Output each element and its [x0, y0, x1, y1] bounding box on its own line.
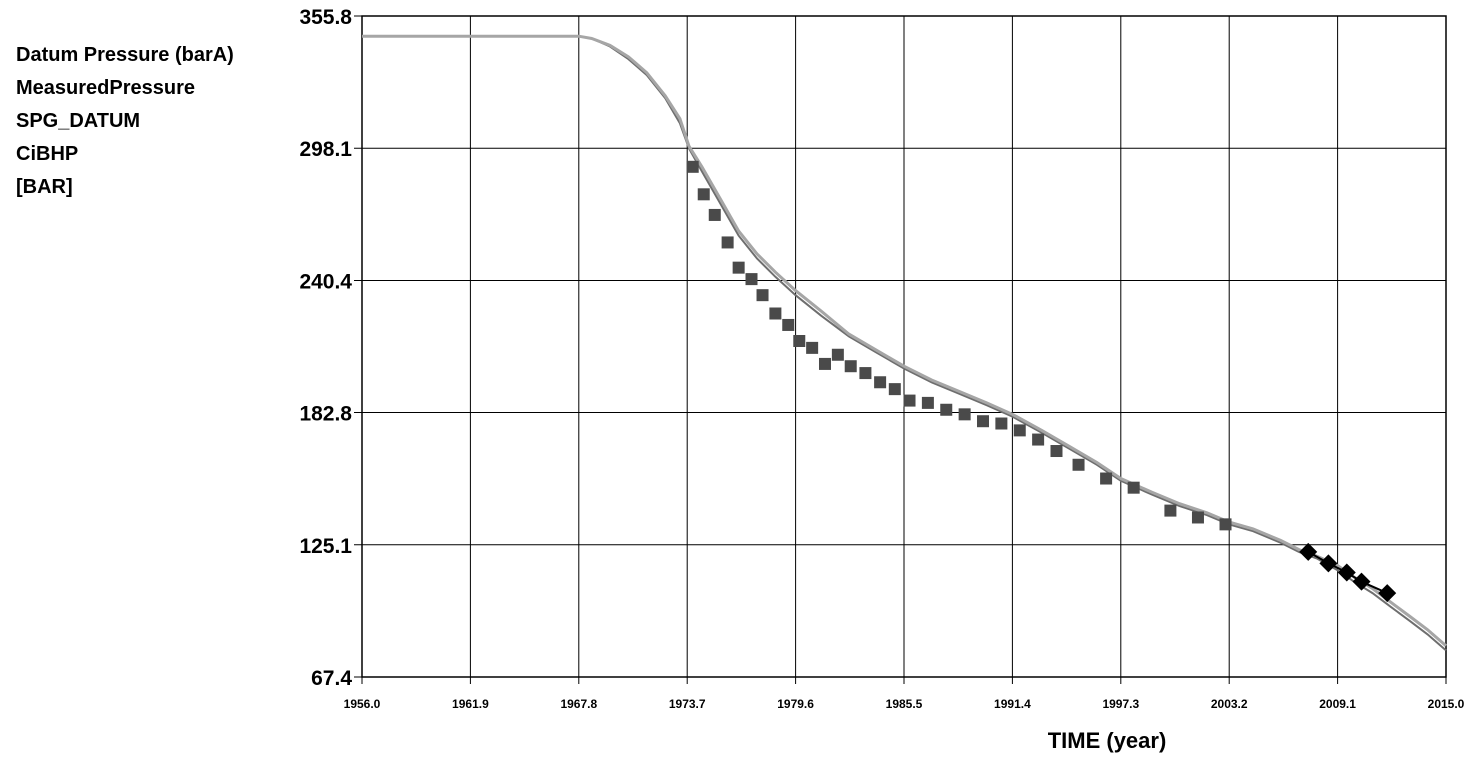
measured-point: [793, 334, 806, 347]
measured-point: [686, 160, 699, 173]
measured-point: [1032, 433, 1045, 446]
x-tick-label: 2015.0: [1428, 697, 1465, 711]
measured-point: [1100, 472, 1113, 485]
x-tick-label: 1979.6: [777, 697, 814, 711]
cibhp-point: [1378, 584, 1397, 603]
measured-point: [940, 403, 953, 416]
x-tick-label: 1991.4: [994, 697, 1031, 711]
cibhp-point: [1337, 563, 1356, 582]
series-layer: [362, 34, 1447, 652]
x-tick-label: 1961.9: [452, 697, 489, 711]
measured-point: [1191, 511, 1204, 524]
y-tick-label: 67.4: [311, 667, 352, 690]
measured-point: [874, 376, 887, 389]
legend-item-spg-datum: SPG_DATUM: [16, 110, 141, 132]
measured-point: [977, 415, 990, 428]
measured-point: [921, 396, 934, 409]
y-tick-label: 182.8: [299, 403, 352, 426]
measured-point: [732, 261, 745, 274]
measured-point: [818, 357, 831, 370]
measured-point: [697, 188, 710, 201]
legend: Datum Pressure (barA) MeasuredPressure S…: [16, 40, 234, 205]
legend-title: Datum Pressure (barA): [16, 44, 234, 66]
cibhp-point: [1352, 572, 1371, 591]
y-tick-label: 355.8: [299, 6, 352, 29]
measured-point: [769, 307, 782, 320]
measured-point: [1127, 481, 1140, 494]
measured-point: [1013, 424, 1026, 437]
y-tick-label: 240.4: [299, 270, 352, 293]
measured-point: [859, 367, 872, 380]
x-tick-label: 2003.2: [1211, 697, 1248, 711]
grid: [361, 15, 1447, 678]
legend-unit: [BAR]: [16, 176, 73, 198]
measured-point: [721, 236, 734, 249]
measured-point: [1050, 445, 1063, 458]
measured-point: [782, 318, 795, 331]
measured-point: [1072, 458, 1085, 471]
measured-point: [958, 408, 971, 421]
measured-point: [831, 348, 844, 361]
measured-point: [745, 273, 758, 286]
x-tick-label: 1997.3: [1102, 697, 1139, 711]
x-axis-label: TIME (year): [1048, 728, 1167, 753]
measured-point: [1219, 518, 1232, 531]
measured-point: [708, 208, 721, 221]
cibhp-point: [1299, 542, 1318, 561]
x-tick-label: 1973.7: [669, 697, 706, 711]
legend-item-measured-pressure: MeasuredPressure: [16, 77, 195, 99]
x-tick-label: 1967.8: [560, 697, 597, 711]
cibhp-point: [1319, 554, 1338, 573]
y-tick-label: 125.1: [299, 535, 352, 558]
x-tick-label: 1985.5: [886, 697, 923, 711]
measured-point: [756, 289, 769, 302]
y-tick-label: 298.1: [299, 138, 352, 161]
measured-point: [806, 341, 819, 354]
measured-point: [888, 383, 901, 396]
x-tick-label: 1956.0: [344, 697, 381, 711]
legend-item-cibhp: CiBHP: [16, 143, 79, 165]
measured-point: [995, 417, 1008, 430]
measured-point: [903, 394, 916, 407]
axis-ticks: 1956.0 1961.9 1967.8 1973.7 1979.6 1985.5 1991…: [299, 6, 1464, 711]
x-tick-label: 2009.1: [1319, 697, 1356, 711]
measured-point: [1164, 504, 1177, 517]
measured-point: [844, 360, 857, 373]
